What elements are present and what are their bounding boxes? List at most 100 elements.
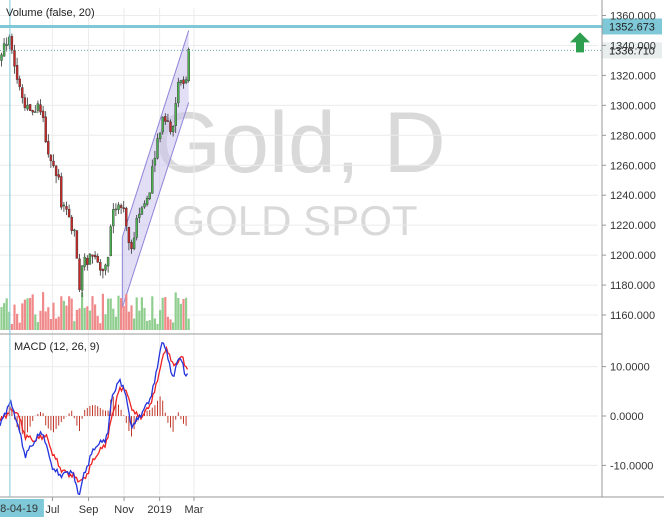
volume-bar: [42, 292, 45, 330]
candle-body: [18, 78, 21, 87]
candle-body: [83, 256, 86, 267]
volume-bar: [23, 299, 26, 330]
candle-body: [174, 103, 177, 126]
time-tick-label: Sep: [79, 504, 99, 516]
candle-body: [171, 126, 175, 132]
candle-body: [109, 226, 112, 257]
macd-tick-label: 10.0000: [610, 362, 650, 374]
candle-body: [36, 103, 40, 111]
candle-body: [117, 204, 120, 210]
volume-bar: [65, 305, 68, 330]
candle-body: [101, 269, 105, 272]
volume-bar: [112, 308, 115, 330]
candle-body: [88, 253, 92, 265]
volume-bar: [73, 321, 76, 330]
volume-bar: [70, 298, 73, 330]
candle-body: [138, 213, 141, 218]
volume-bar: [75, 309, 78, 330]
price-channel: [121, 30, 190, 308]
volume-bar: [8, 311, 11, 330]
volume-bar: [138, 310, 141, 330]
channel-band: [122, 30, 189, 308]
volume-bar: [187, 318, 190, 330]
candle-body: [156, 138, 159, 159]
grid: [0, 8, 598, 495]
candlesticks: [0, 33, 190, 298]
volume-bar: [10, 323, 13, 330]
candle-body: [44, 116, 47, 143]
candle-body: [26, 104, 29, 110]
volume-bar: [57, 316, 60, 330]
volume-bar: [151, 296, 154, 330]
watermark-name: GOLD SPOT: [172, 197, 417, 244]
volume-bar: [81, 292, 84, 330]
candle-body: [0, 54, 3, 61]
price-tick-label: 1360.000: [610, 10, 656, 22]
candle-body: [132, 237, 136, 249]
volume-bar: [52, 302, 55, 330]
watermark-symbol: Gold, D: [154, 95, 446, 191]
volume-bar: [3, 303, 6, 330]
price-level-label: 1336.710: [609, 45, 655, 57]
price-tick-label: 1200.000: [610, 250, 656, 262]
candle-body: [164, 116, 167, 122]
candle-body: [130, 242, 133, 250]
time-tick-label: Mar: [184, 504, 203, 516]
volume-bar: [83, 307, 86, 330]
price-tick-label: 1280.000: [610, 130, 656, 142]
candle-body: [140, 207, 144, 215]
volume-bars: [0, 292, 190, 330]
candle-body: [114, 208, 118, 211]
macd-panel-title: MACD (12, 26, 9): [14, 341, 100, 353]
candle-body: [31, 110, 34, 113]
macd-lines: [0, 341, 189, 495]
volume-bar: [120, 298, 123, 330]
candle-body: [177, 81, 180, 104]
candle-body: [47, 141, 50, 155]
candle-body: [28, 104, 32, 111]
volume-bar: [96, 315, 99, 330]
volume-bar: [31, 294, 34, 330]
volume-bar: [146, 321, 149, 330]
volume-bar: [21, 303, 24, 330]
last-price-tag: [602, 42, 662, 59]
candle-body: [179, 80, 183, 83]
candle-body: [106, 256, 110, 267]
candle-body: [143, 203, 146, 208]
candle-body: [153, 158, 157, 166]
candle-body: [60, 176, 63, 208]
candle-body: [91, 254, 94, 257]
candle-body: [80, 265, 84, 291]
candle-body: [15, 64, 19, 80]
volume-bar: [104, 314, 107, 330]
candle-body: [70, 216, 73, 231]
candle-body: [13, 50, 16, 67]
candle-body: [34, 111, 37, 113]
candle-body: [86, 258, 89, 265]
candle-body: [161, 116, 164, 133]
volume-bar: [135, 297, 138, 330]
candle-body: [169, 121, 172, 133]
volume-bar: [29, 298, 32, 330]
volume-bar: [156, 323, 159, 330]
candle-body: [104, 264, 107, 271]
price-level-label: 1352.673: [609, 21, 655, 33]
time-tick-label: 2019: [147, 504, 171, 516]
candle-body: [127, 227, 131, 244]
candle-body: [112, 209, 115, 227]
candle-body: [73, 229, 76, 232]
volume-bar: [60, 296, 63, 330]
time-tick-label: Nov: [114, 504, 134, 516]
volume-bar: [109, 298, 112, 330]
candle-body: [49, 154, 53, 162]
signal-line: [0, 345, 189, 483]
volume-bar: [130, 305, 133, 330]
volume-bar: [26, 298, 29, 330]
watermark: Gold, D GOLD SPOT: [154, 95, 446, 244]
volume-bar: [62, 300, 65, 330]
macd-tick-label: -10.0000: [610, 460, 653, 472]
candle-body: [67, 209, 71, 218]
